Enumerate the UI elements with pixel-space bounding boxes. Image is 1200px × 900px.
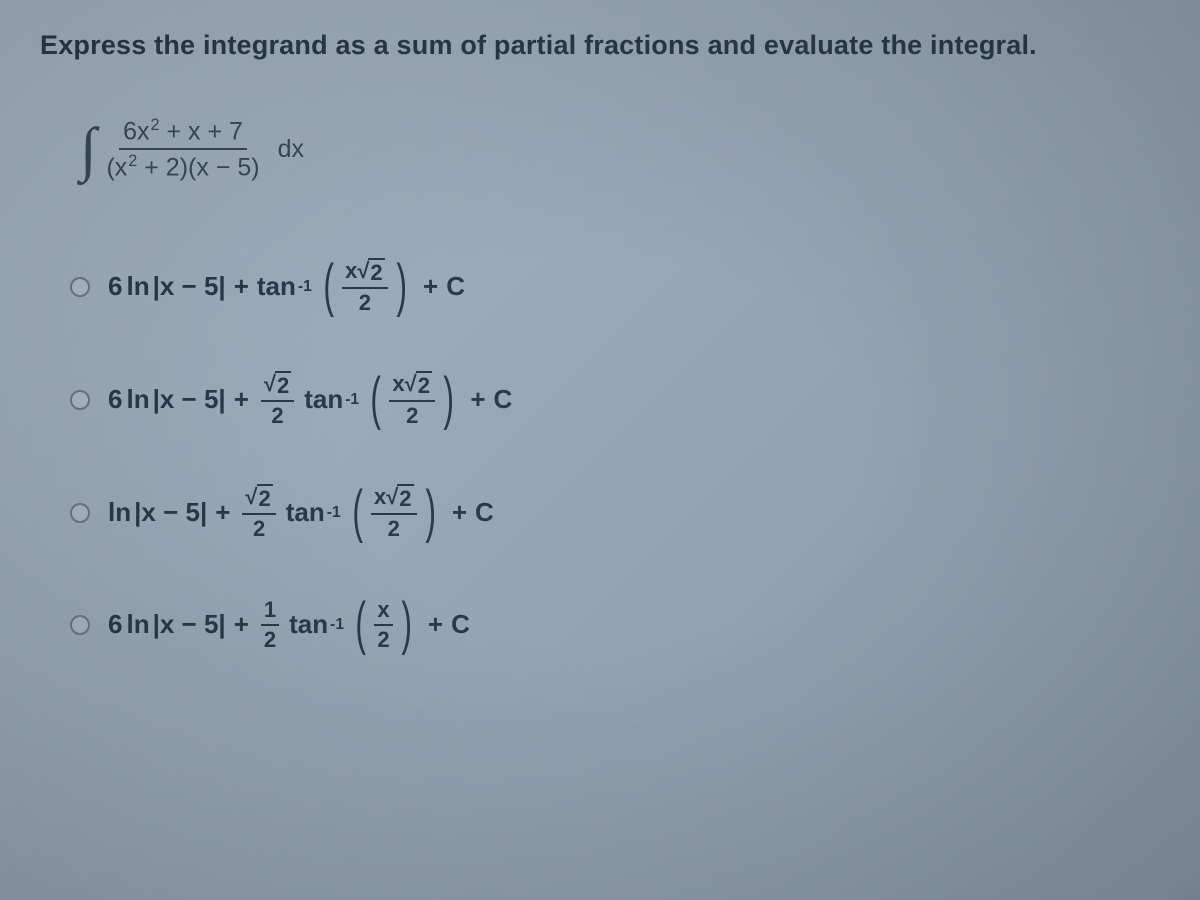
question-prompt: Express the integrand as a sum of partia… [40,30,1170,61]
integrand-numerator: 6x2 + x + 7 [119,116,247,150]
option-c-expression: ln | x − 5 | + √2 2 tan -1 ( [108,484,494,542]
arctan-arg: ( x√2 2 ) [366,371,458,429]
coef-fraction: √2 2 [242,484,275,542]
option-d[interactable]: 6 ln | x − 5 | + 1 2 tan -1 ( [70,597,1170,653]
option-c[interactable]: ln | x − 5 | + √2 2 tan -1 ( [70,484,1170,542]
radio-icon[interactable] [70,277,90,297]
option-a-expression: 6 ln | x − 5 | + tan -1 ( x√2 [108,258,465,316]
option-b[interactable]: 6 ln | x − 5 | + √2 2 tan -1 ( [70,371,1170,429]
question-page: Express the integrand as a sum of partia… [0,0,1200,653]
radio-icon[interactable] [70,503,90,523]
integrand-denominator: (x2 + 2)(x − 5) [102,150,263,182]
arctan-arg: ( x 2 ) [351,597,416,653]
integral-sign-icon: ∫ [80,128,96,170]
integral-expression: ∫ 6x2 + x + 7 (x2 + 2)(x − 5) dx [80,116,304,183]
option-b-expression: 6 ln | x − 5 | + √2 2 tan -1 ( [108,371,512,429]
option-d-expression: 6 ln | x − 5 | + 1 2 tan -1 ( [108,597,470,653]
option-a[interactable]: 6 ln | x − 5 | + tan -1 ( x√2 [70,258,1170,316]
arctan-arg: ( x√2 2 ) [319,258,411,316]
arctan-arg: ( x√2 2 ) [348,484,440,542]
integrand-fraction: 6x2 + x + 7 (x2 + 2)(x − 5) [102,116,263,183]
answer-options: 6 ln | x − 5 | + tan -1 ( x√2 [70,258,1170,653]
coef-fraction: √2 2 [261,371,294,429]
differential: dx [278,135,304,164]
radio-icon[interactable] [70,615,90,635]
radio-icon[interactable] [70,390,90,410]
coef-fraction: 1 2 [261,597,279,653]
